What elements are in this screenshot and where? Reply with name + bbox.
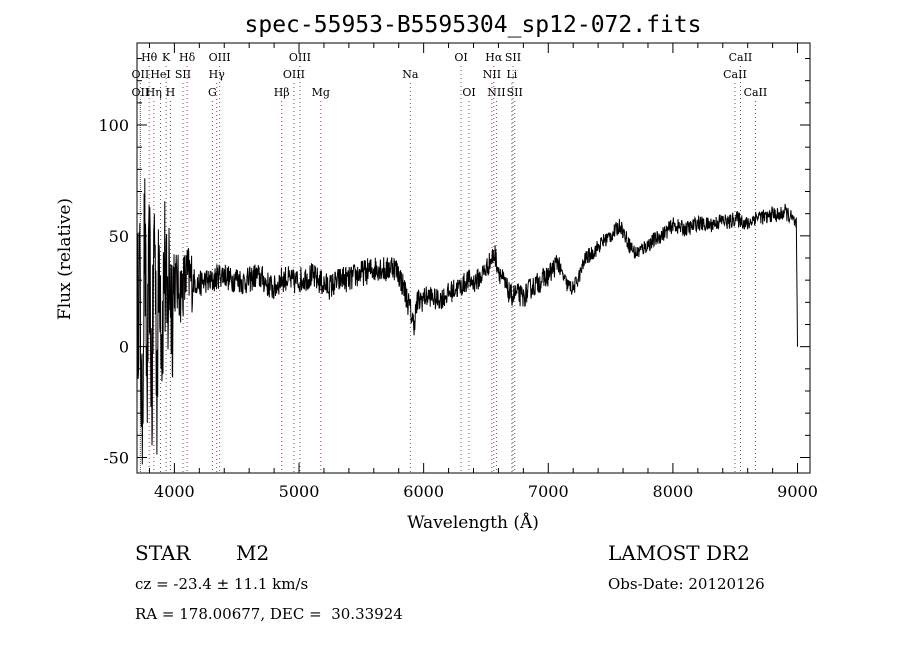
spectral-line-label: OII <box>132 68 150 81</box>
spectral-line-label: HeI <box>150 68 170 81</box>
spectral-line-label: SII <box>507 86 523 99</box>
spectral-line-label: Na <box>402 68 419 81</box>
spectral-line-label: K <box>162 51 171 64</box>
spectral-line-label: Hα <box>485 51 503 64</box>
x-tick-label: 5000 <box>279 482 320 501</box>
y-tick-label: -50 <box>103 448 129 467</box>
redshift-line: cz = -23.4 ± 11.1 km/s <box>135 575 309 593</box>
spectral-line-label: CaII <box>729 51 753 64</box>
x-tick-label: 9000 <box>777 482 818 501</box>
object-type-label: STAR <box>135 541 191 565</box>
spectral-line-label: CaII <box>744 86 768 99</box>
spectral-line-label: NII <box>483 68 501 81</box>
x-tick-label: 8000 <box>653 482 694 501</box>
spectral-line-label: Hγ <box>209 68 226 81</box>
spectral-line-label: CaII <box>723 68 747 81</box>
survey-label: LAMOST DR2 <box>608 541 750 565</box>
spectral-line-label: Hη <box>146 86 162 99</box>
spectral-line-label: Hβ <box>274 86 290 99</box>
x-tick-label: 6000 <box>403 482 444 501</box>
spectrum-series-line <box>136 178 798 465</box>
y-axis-label: Flux (relative) <box>55 198 75 320</box>
spectral-line-label: SII <box>175 68 191 81</box>
spectral-line-label: Mg <box>312 86 330 99</box>
x-tick-label: 4000 <box>154 482 195 501</box>
spectral-line-label: OI <box>454 51 467 64</box>
y-tick-label: 50 <box>109 227 129 246</box>
obs-date-line: Obs-Date: 20120126 <box>608 575 765 593</box>
spectral-line-label: H <box>166 86 176 99</box>
spectral-line-label: OII <box>132 86 150 99</box>
spectral-line-label: G <box>208 86 217 99</box>
spectral-line-label: Hθ <box>141 51 158 64</box>
data-layer <box>136 178 798 465</box>
y-tick-label: 100 <box>98 116 129 135</box>
plot-frame <box>136 42 811 474</box>
y-tick-label: 0 <box>119 338 129 357</box>
spectral-line-label: OIII <box>289 51 311 64</box>
x-axis-label: Wavelength (Å) <box>407 512 539 533</box>
spectral-line-label: OIII <box>283 68 305 81</box>
spectral-line-label: Hδ <box>179 51 196 64</box>
spectral-line-label: SII <box>505 51 521 64</box>
chart-title: spec-55953-B5595304_sp12-072.fits <box>245 12 702 38</box>
coordinates-line: RA = 178.00677, DEC = 30.33924 <box>135 605 403 623</box>
spectral-line-label: Li <box>506 68 517 81</box>
spectral-line-label: OIII <box>209 51 231 64</box>
x-tick-label: 7000 <box>528 482 569 501</box>
object-subclass-label: M2 <box>236 541 270 565</box>
spectral-line-label: NII <box>487 86 505 99</box>
spectral-line-label: OI <box>462 86 475 99</box>
